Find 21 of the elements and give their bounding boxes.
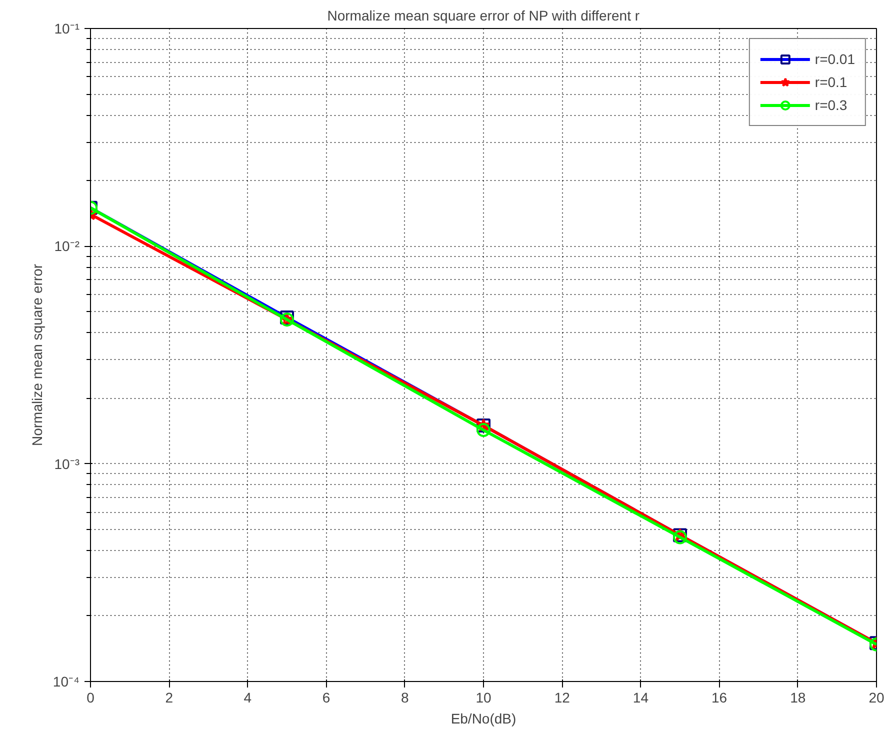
y-tick-label: 10⁻² (54, 238, 80, 254)
x-tick-label: 8 (401, 690, 410, 706)
legend-label: r=0.01 (814, 51, 855, 67)
x-axis-title: Eb/No(dB) (450, 710, 516, 726)
x-tick-label: 20 (868, 690, 884, 706)
x-tick-label: 10 (476, 690, 492, 706)
legend-label: r=0.3 (814, 97, 848, 113)
chart-title: Normalize mean square error of NP with different r (327, 8, 640, 24)
x-tick-label: 14 (632, 690, 649, 706)
y-axis-title: Normalize mean square error (28, 264, 45, 446)
x-tick-label: 2 (165, 690, 174, 706)
y-tick-label: 10⁻³ (54, 456, 80, 472)
x-tick-label: 0 (86, 690, 95, 706)
x-tick-label: 12 (554, 690, 570, 706)
y-tick-label: 10⁻¹ (54, 20, 80, 36)
x-tick-label: 4 (244, 690, 252, 706)
x-tick-label: 16 (712, 690, 728, 706)
y-tick-label: 10⁻⁴ (52, 674, 80, 690)
x-tick-label: 18 (790, 690, 806, 706)
legend-label: r=0.1 (814, 74, 848, 90)
x-tick-label: 6 (322, 690, 330, 706)
